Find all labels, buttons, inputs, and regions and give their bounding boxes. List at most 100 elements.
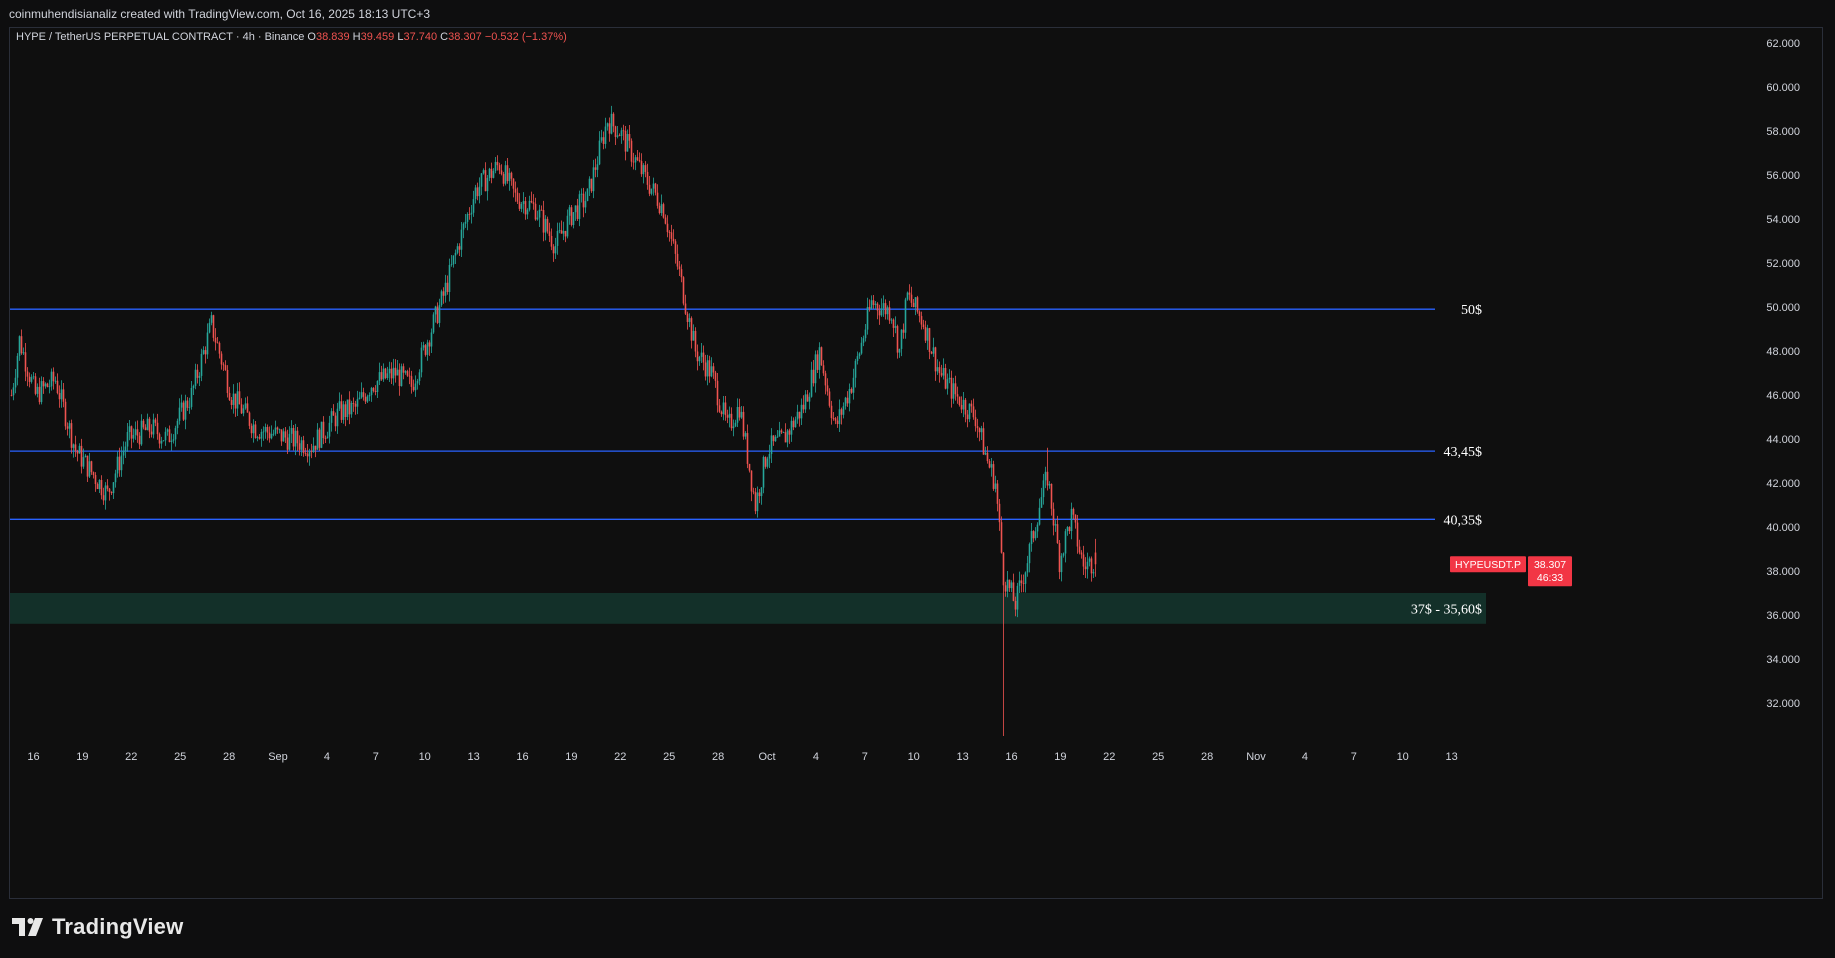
candle-body — [544, 218, 547, 233]
candle-body — [782, 432, 785, 434]
candle-body — [692, 330, 695, 341]
candle-body — [236, 391, 239, 409]
candle-body — [1004, 585, 1007, 592]
candle-body — [770, 435, 773, 454]
candle-body — [526, 209, 529, 215]
candle-body — [160, 440, 163, 444]
candle-body — [514, 188, 517, 193]
candle-body — [788, 430, 791, 435]
candle-body — [276, 427, 279, 430]
candlestick-chart[interactable]: 37$ - 35,60$ 50$ 43,45$ 40,35$ 62.000 60.000 5… — [10, 28, 1822, 898]
candle-body — [508, 172, 511, 182]
candle-body — [512, 178, 515, 189]
candle-body — [210, 315, 213, 323]
candle-body — [366, 396, 369, 402]
x-axis-tick: 7 — [862, 751, 868, 763]
candle-body — [674, 241, 677, 254]
candle-body — [12, 387, 15, 396]
candle-body — [134, 429, 137, 435]
candle-body — [982, 428, 985, 455]
candle-body — [460, 229, 463, 250]
level-label: 43,45$ — [1444, 445, 1483, 460]
candle-body — [690, 318, 693, 341]
candle-body — [898, 348, 901, 353]
chart-panel[interactable]: 37$ - 35,60$ 50$ 43,45$ 40,35$ 62.000 60.000 5… — [9, 27, 1823, 899]
candle-body — [148, 418, 151, 432]
candle-body — [750, 470, 753, 492]
candle-body — [594, 167, 597, 170]
candle-body — [254, 424, 257, 438]
candle-body — [626, 134, 629, 152]
candle-body — [20, 336, 23, 354]
candle-body — [1078, 546, 1081, 553]
support-zone-label: 37$ - 35,60$ — [1411, 602, 1482, 617]
candle-body — [1014, 600, 1017, 610]
candle-body — [812, 369, 815, 384]
candle-body — [380, 372, 383, 380]
candle-body — [336, 408, 339, 427]
candle-body — [38, 386, 41, 403]
candle-body — [188, 406, 191, 408]
candle-body — [292, 428, 295, 447]
candle-body — [28, 376, 31, 382]
price-tag-symbol-box — [1450, 556, 1526, 573]
candle-body — [130, 426, 133, 439]
candle-body — [244, 403, 247, 409]
candle-body — [394, 367, 397, 376]
candle-body — [852, 377, 855, 393]
candle-body — [382, 368, 385, 380]
candle-body — [556, 231, 559, 246]
candle-body — [926, 328, 929, 341]
candle-body — [844, 397, 847, 407]
candle-body — [802, 404, 805, 410]
candle-body — [822, 365, 825, 374]
x-axis-tick: 22 — [1103, 751, 1115, 763]
candle-body — [1000, 522, 1003, 553]
candle-body — [350, 402, 353, 415]
candle-body — [484, 170, 487, 192]
candle-body — [1076, 522, 1079, 547]
candle-body — [882, 303, 885, 309]
candle-body — [64, 401, 67, 427]
candle-body — [728, 413, 731, 418]
candle-body — [270, 433, 273, 439]
candle-body — [52, 371, 55, 382]
candle-body — [102, 495, 105, 501]
candle-body — [954, 383, 957, 395]
candle-body — [228, 393, 231, 400]
candle-body — [222, 364, 225, 366]
candle-body — [842, 406, 845, 415]
candle-body — [60, 389, 63, 400]
candle-body — [282, 431, 285, 442]
candle-body — [730, 413, 733, 429]
candle-body — [820, 347, 823, 366]
candle-body — [42, 381, 45, 387]
candle-body — [622, 130, 625, 132]
candle-body — [30, 377, 33, 382]
candle-body — [828, 391, 831, 406]
candle-body — [24, 352, 27, 372]
candle-body — [474, 187, 477, 200]
candle-body — [908, 292, 911, 295]
candle-body — [1036, 524, 1039, 532]
level-label: 50$ — [1461, 303, 1482, 318]
candle-body — [202, 350, 205, 354]
x-axis-tick: 19 — [565, 751, 577, 763]
candle-body — [1038, 507, 1041, 525]
candle-body — [646, 171, 649, 185]
candle-body — [608, 123, 611, 134]
y-axis-tick: 38.000 — [1766, 566, 1800, 578]
candle-body — [896, 326, 899, 353]
candle-body — [700, 352, 703, 357]
candle-body — [890, 319, 893, 321]
candle-body — [192, 385, 195, 388]
x-axis-tick: 16 — [1005, 751, 1017, 763]
candle-body — [656, 192, 659, 206]
candle-body — [26, 371, 29, 377]
candle-body — [500, 170, 503, 175]
candle-body — [162, 440, 165, 442]
candle-body — [1058, 543, 1061, 573]
candle-body — [976, 426, 979, 429]
candle-body — [1030, 531, 1033, 545]
candle-body — [1090, 558, 1093, 574]
